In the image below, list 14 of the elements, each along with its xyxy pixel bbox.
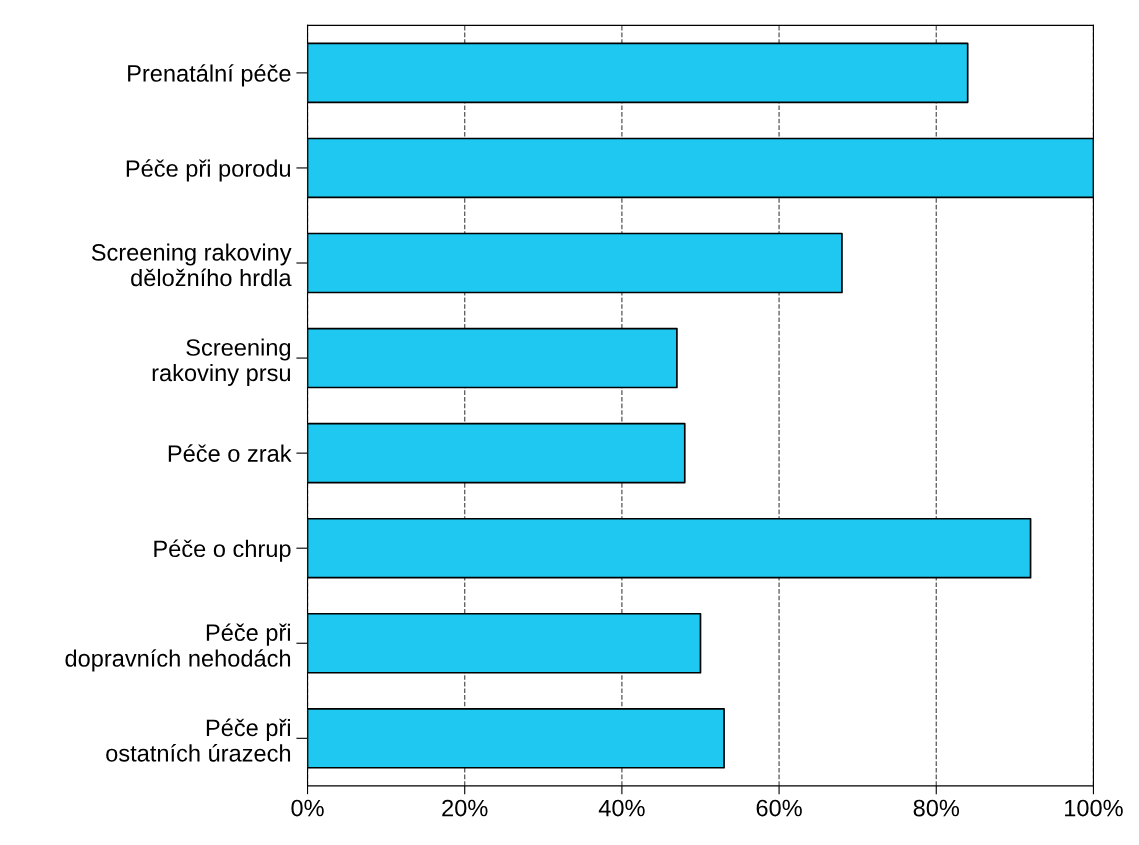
- x-tick-label: 80%: [913, 799, 960, 817]
- y-tick-label: Péče o zrak: [168, 444, 292, 462]
- x-tick-label: 60%: [756, 799, 802, 817]
- y-tick-label: Prenatální péče: [128, 64, 291, 87]
- x-tick-label: 0%: [291, 799, 324, 817]
- y-tick-label: Péče při porodu: [126, 159, 290, 182]
- y-tick-label: Péče při dopravních nehodách: [65, 623, 291, 672]
- y-tick-label: Péče o chrup: [154, 539, 291, 562]
- y-tick-label: Screening rakoviny děložního hrdla: [91, 243, 292, 287]
- y-tick-label: Péče při ostatních úrazech: [106, 718, 291, 762]
- x-tick-label: 20%: [442, 799, 488, 817]
- x-tick-label: 100%: [1065, 799, 1123, 817]
- x-tick-label: 40%: [598, 799, 645, 817]
- y-tick-label: Screening rakoviny prsu: [152, 338, 291, 386]
